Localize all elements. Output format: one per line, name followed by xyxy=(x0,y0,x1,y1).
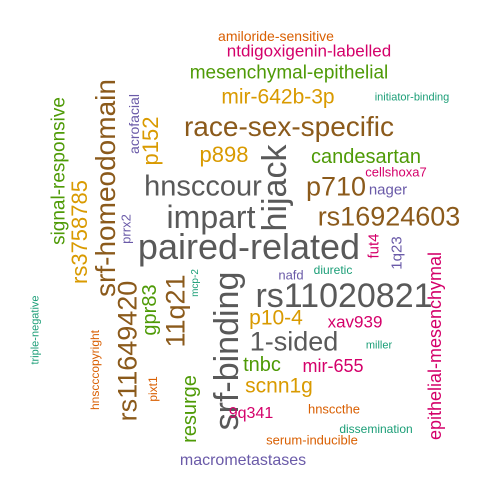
word-nager: nager xyxy=(368,181,408,199)
word-rs3758785: rs3758785 xyxy=(67,180,92,284)
word-race-sex-specific: race-sex-specific xyxy=(183,111,395,142)
word-p710: p710 xyxy=(305,171,367,202)
word-rs11020821: rs11020821 xyxy=(255,277,433,315)
word-1-sided: 1-sided xyxy=(249,326,339,357)
word-rs11649420: rs11649420 xyxy=(112,280,143,422)
word-signal-responsive: signal-responsive xyxy=(48,97,70,245)
word-xav939: xav939 xyxy=(327,312,383,332)
word-macrometastases: macrometastases xyxy=(179,452,307,469)
word-rs16924603: rs16924603 xyxy=(317,201,461,232)
word-p898: p898 xyxy=(199,142,249,167)
word-ntdigoxigenin-labelled: ntdigoxigenin-labelled xyxy=(226,41,392,61)
word-hijack: hijack xyxy=(256,144,294,232)
word-mir-655: mir-655 xyxy=(302,356,364,376)
word-1q23: 1q23 xyxy=(388,236,406,270)
word-p10-4: p10-4 xyxy=(249,306,303,330)
word-cellshoxa7: cellshoxa7 xyxy=(365,164,427,180)
word-resurge: resurge xyxy=(179,375,201,443)
word-pixt1: pixt1 xyxy=(146,376,160,402)
word-hnscccopyright: hnscccopyright xyxy=(88,329,102,411)
word-amiloride-sensitive: amiloride-sensitive xyxy=(218,28,334,44)
word-dissemination: dissemination xyxy=(339,422,413,436)
word-acrofacial: acrofacial xyxy=(126,94,142,154)
word-tnbc: tnbc xyxy=(243,354,281,376)
word-diuretic: diuretic xyxy=(313,263,353,277)
word-paired-related: paired-related xyxy=(137,226,361,267)
word-hnsccthe: hnsccthe xyxy=(307,401,361,417)
word-mcp-2: mcp-2 xyxy=(190,269,201,297)
word-impart: impart xyxy=(166,199,256,235)
word-9q341: 9q341 xyxy=(228,405,274,422)
word-scnn1g: scnn1g xyxy=(245,374,313,398)
word-p152: p152 xyxy=(138,116,163,166)
word-hnsccour: hnsccour xyxy=(144,170,262,203)
word-srf-homeodomain: srf-homeodomain xyxy=(90,79,121,297)
word-fut4: fut4 xyxy=(365,233,383,259)
word-triple-negative: triple-negative xyxy=(29,295,42,365)
word-initiator-binding: initiator-binding xyxy=(374,91,450,104)
word-epithelial-mesenchymal: epithelial-mesenchymal xyxy=(425,251,445,441)
word-mesenchymal-epithelial: mesenchymal-epithelial xyxy=(189,62,389,84)
word-candesartan: candesartan xyxy=(310,146,422,168)
word-prrx2: prrx2 xyxy=(118,214,134,244)
word-miller: miller xyxy=(365,339,393,352)
word-11q21: 11q21 xyxy=(160,274,191,348)
word-gpr83: gpr83 xyxy=(139,284,161,336)
word-serum-inducible: serum-inducible xyxy=(266,432,358,448)
word-mir-642b-3p: mir-642b-3p xyxy=(221,85,335,109)
word-nafd: nafd xyxy=(278,267,304,283)
